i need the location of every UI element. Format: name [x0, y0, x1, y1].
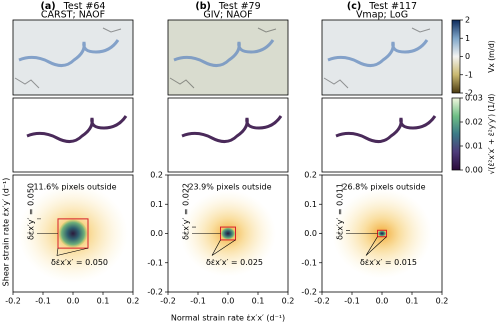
glacier-strain: [26, 115, 128, 143]
x-tick-label: 0.1: [406, 297, 419, 306]
x-tick-label: -0.1: [35, 297, 51, 306]
panel-title-text: Test #117: [368, 1, 417, 12]
panel-title-text: Test #64: [63, 1, 106, 12]
density-core: [58, 219, 88, 248]
colorbar-tick-label: 0.03: [465, 94, 483, 103]
outside-annotation: 26.8% pixels outside: [342, 183, 425, 192]
x-tick-label: 0.1: [97, 297, 110, 306]
glacier-velocity: [327, 39, 429, 67]
y-tick-label: -0.1: [301, 258, 317, 267]
x-tick-label: 0.0: [67, 297, 80, 306]
panel-title: (c) Test #117: [347, 1, 417, 12]
delta-y-label: δε̇x′y′ = 0.050: [26, 183, 35, 240]
glacier-velocity: [18, 39, 120, 67]
x-tick-label: 0.2: [282, 297, 295, 306]
x-tick-label: 0.0: [376, 297, 389, 306]
glacier-strain: [181, 115, 283, 143]
panel-title-text: Test #79: [218, 1, 261, 12]
y-tick-label: -0.2: [147, 288, 163, 297]
panel-letter: (a): [41, 1, 56, 12]
colorbar-tick-label: 0.01: [465, 142, 483, 151]
delta-x-bracket: [56, 247, 89, 256]
colorbar-tick-label: 2: [465, 16, 470, 25]
outside-annotation: 11.6% pixels outside: [33, 183, 116, 192]
y-tick-label: -0.2: [301, 288, 317, 297]
panel-letter: (c): [347, 1, 361, 12]
delta-y-bracket: [346, 229, 378, 234]
panel-subtitle: GIV; NAOF: [203, 10, 252, 21]
delta-y-label: δε̇x′y′ = 0.022: [181, 183, 190, 240]
x-tick-label: -0.1: [344, 297, 360, 306]
x-tick-label: -0.1: [190, 297, 206, 306]
colorbar-label: √(ε̇²x′x′ + ε̇²y′y′) (1/d): [487, 94, 496, 175]
x-tick-label: -0.2: [314, 297, 330, 306]
panel-subtitle: Vmap; LoG: [356, 10, 408, 21]
terrain-speckle: [14, 27, 122, 89]
colorbar-tick-label: -2: [465, 89, 473, 98]
x-tick-label: 0.2: [127, 297, 140, 306]
delta-x-label: δε̇x′x′ = 0.050: [51, 258, 108, 267]
colorbar-tick-label: 0.00: [465, 166, 483, 175]
colorbar: [451, 97, 461, 171]
colorbar-tick-label: 0: [465, 52, 470, 61]
colorbar-tick-label: -1: [465, 70, 473, 79]
terrain-speckle: [169, 27, 277, 89]
delta-y-bracket: [37, 218, 58, 234]
glacier-strain: [335, 115, 437, 143]
delta-y-label: δε̇x′y′ = 0.011: [335, 183, 344, 240]
delta-y-bracket: [192, 226, 221, 234]
x-tick-label: 0.0: [222, 297, 235, 306]
terrain-speckle: [323, 27, 431, 89]
panel-subtitle: CARST; NAOF: [41, 10, 105, 21]
glacier-velocity: [173, 39, 275, 67]
y-tick-label: 0.0: [150, 229, 163, 238]
y-tick-label: 0.2: [304, 171, 317, 180]
y-tick-label: 0.1: [304, 200, 317, 209]
y-tick-label: 0.1: [150, 200, 163, 209]
x-tick-label: 0.2: [436, 297, 449, 306]
y-tick-label: -0.1: [147, 258, 163, 267]
density-core: [377, 230, 387, 237]
colorbar-label: Vx (m/d): [487, 40, 496, 72]
panel-title: (a) Test #64: [41, 1, 106, 12]
delta-x-bracket: [211, 239, 236, 256]
delta-x-label: δε̇x′x′ = 0.015: [360, 258, 417, 267]
panel-letter: (b): [195, 1, 210, 12]
x-tick-label: -0.2: [5, 297, 21, 306]
delta-x-label: δε̇x′x′ = 0.025: [206, 258, 263, 267]
colorbar-tick-label: 1: [465, 34, 470, 43]
outside-annotation: 23.9% pixels outside: [188, 183, 271, 192]
y-tick-label: 0.0: [304, 229, 317, 238]
x-tick-label: 0.1: [252, 297, 265, 306]
y-tick-label: 0.2: [150, 171, 163, 180]
x-tick-label: -0.2: [160, 297, 176, 306]
colorbar-tick-label: 0.02: [465, 118, 483, 127]
panel-title: (b) Test #79: [195, 1, 260, 12]
y-axis-label: Shear strain rate ε̇x′y′ (d⁻¹): [1, 178, 10, 287]
x-axis-label: Normal strain rate ε̇x′x′ (d⁻¹): [171, 313, 285, 322]
colorbar: [451, 19, 461, 94]
density-core: [220, 227, 236, 240]
delta-x-bracket: [365, 236, 387, 256]
